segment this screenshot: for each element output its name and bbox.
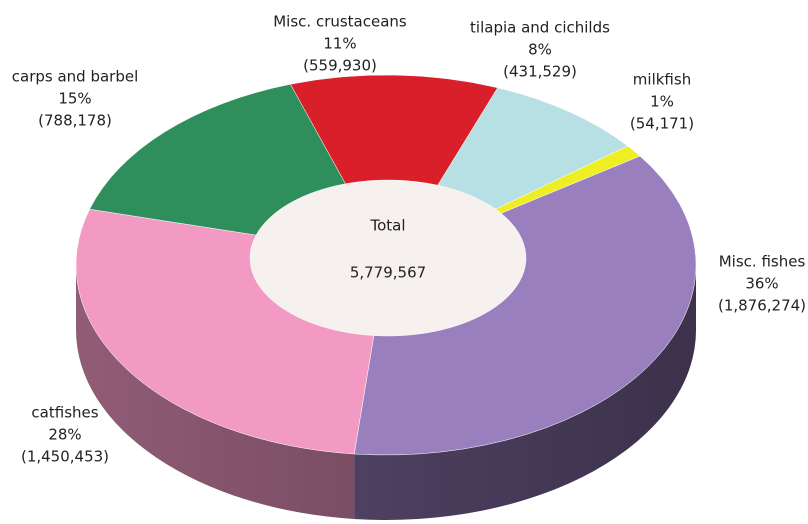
slice-percent: 28%: [48, 426, 81, 444]
slice-value: (1,876,274): [718, 297, 806, 315]
slice-label: Misc. crustaceans: [273, 13, 407, 31]
slice-label: tilapia and cichilds: [470, 19, 610, 37]
slice-label: carps and barbel: [12, 68, 139, 86]
slice-value: (788,178): [38, 112, 112, 130]
slice-value: (1,450,453): [21, 448, 109, 466]
slice-percent: 8%: [528, 41, 552, 59]
slice-percent: 15%: [58, 90, 91, 108]
slice-value: (559,930): [303, 57, 377, 75]
slice-label: milkfish: [633, 71, 691, 89]
donut-hole: [250, 180, 526, 336]
total-value: 5,779,567: [350, 264, 426, 282]
slice-value: (431,529): [503, 63, 577, 81]
slice-percent: 1%: [650, 93, 674, 111]
slice-value: (54,171): [630, 115, 694, 133]
side-shade: [76, 265, 696, 520]
slice-percent: 36%: [745, 275, 778, 293]
slice-percent: 11%: [323, 35, 356, 53]
slice-label: catfishes: [31, 404, 98, 422]
slice-label: Misc. fishes: [719, 253, 806, 271]
total-label: Total: [369, 217, 405, 235]
